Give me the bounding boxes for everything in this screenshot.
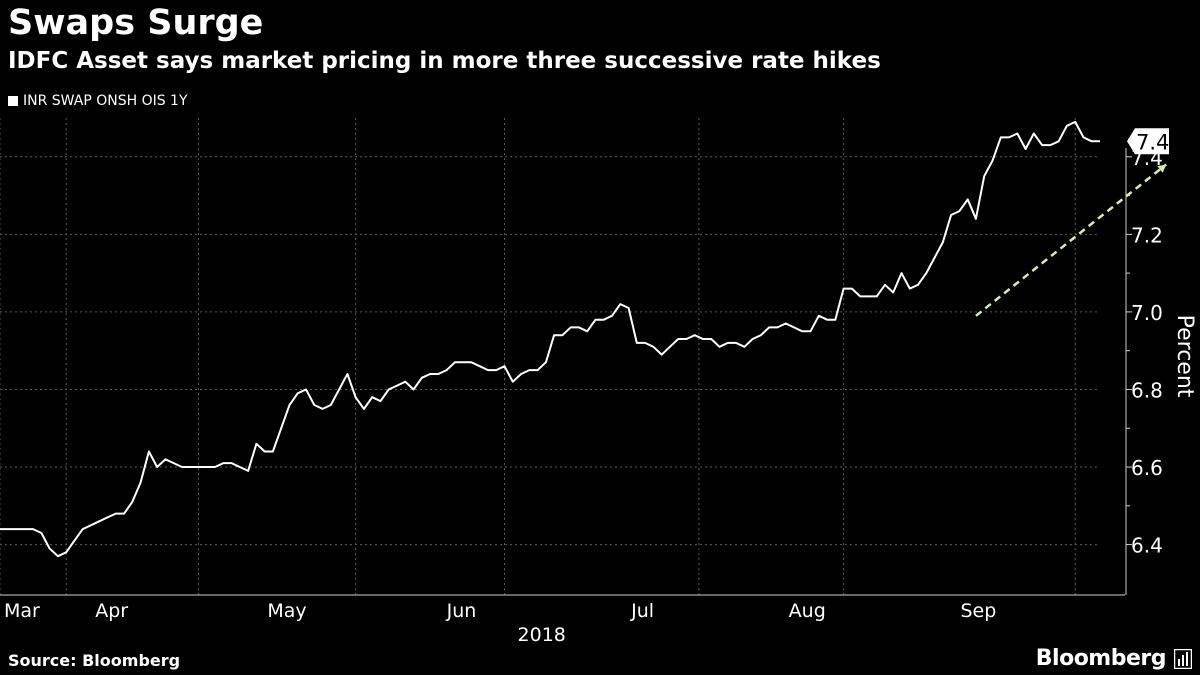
y-tick-label: 6.6 <box>1131 456 1163 480</box>
trend-arrow-head <box>1157 164 1167 173</box>
chart-subtitle: IDFC Asset says market pricing in more t… <box>8 48 881 74</box>
y-axis-title: Percent <box>1172 315 1197 398</box>
y-tick-label: 7.2 <box>1131 223 1163 247</box>
series-line <box>0 120 1100 558</box>
x-tick-label: Jun <box>446 600 477 622</box>
trend-arrow-line <box>975 163 1167 317</box>
x-axis-title: 2018 <box>518 624 566 646</box>
x-tick-label: Sep <box>961 600 997 622</box>
last-value-callout <box>1127 128 1169 155</box>
last-value-label: 7.4 <box>1136 130 1169 154</box>
x-tick-label: May <box>267 600 306 622</box>
source-note: Source: Bloomberg <box>8 651 181 670</box>
y-tick-label: 6.4 <box>1131 534 1163 558</box>
bloomberg-terminal-icon <box>1174 649 1192 669</box>
x-tick-label: Mar <box>4 600 40 622</box>
brand-name: Bloomberg <box>1035 646 1167 671</box>
legend-label: INR SWAP ONSH OIS 1Y <box>23 93 188 109</box>
chart-title: Swaps Surge <box>8 3 264 43</box>
y-tick-label: 6.8 <box>1131 378 1163 402</box>
brand: Bloomberg <box>1036 646 1192 672</box>
legend: INR SWAP ONSH OIS 1Y <box>8 92 188 110</box>
y-tick-label: 7.0 <box>1131 301 1163 325</box>
x-tick-label: Jul <box>630 600 654 622</box>
x-tick-label: Aug <box>789 600 826 622</box>
legend-swatch <box>8 96 18 106</box>
x-tick-label: Apr <box>95 600 128 622</box>
